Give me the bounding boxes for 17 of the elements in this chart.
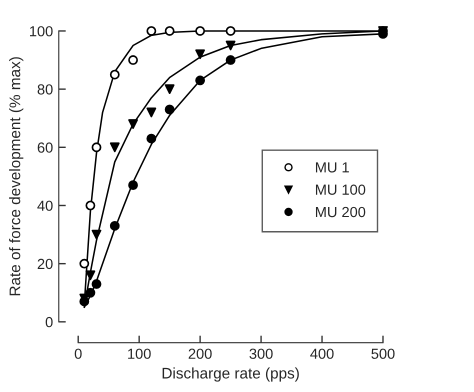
- x-tick-label: 400: [310, 348, 334, 359]
- x-tick-label: 0: [74, 348, 82, 359]
- legend-label: MU 200: [316, 206, 366, 218]
- x-axis-title: Discharge rate (pps): [162, 367, 299, 382]
- y-tick-label: 80: [38, 84, 53, 95]
- y-tick-label: 60: [38, 142, 53, 153]
- legend-label: MU 1: [316, 162, 349, 173]
- x-tick-label: 100: [128, 348, 151, 359]
- y-tick-label: 0: [46, 316, 53, 328]
- x-tick-label: 300: [249, 348, 273, 359]
- legend-label: MU 100: [316, 184, 366, 195]
- y-tick-label: 20: [38, 258, 53, 270]
- x-tick-label: 200: [188, 348, 212, 359]
- y-axis-title: Rate of force development (% max): [9, 57, 24, 296]
- y-tick-label: 40: [37, 200, 53, 211]
- x-tick-label: 500: [371, 348, 395, 359]
- y-tick-label: 100: [30, 26, 53, 36]
